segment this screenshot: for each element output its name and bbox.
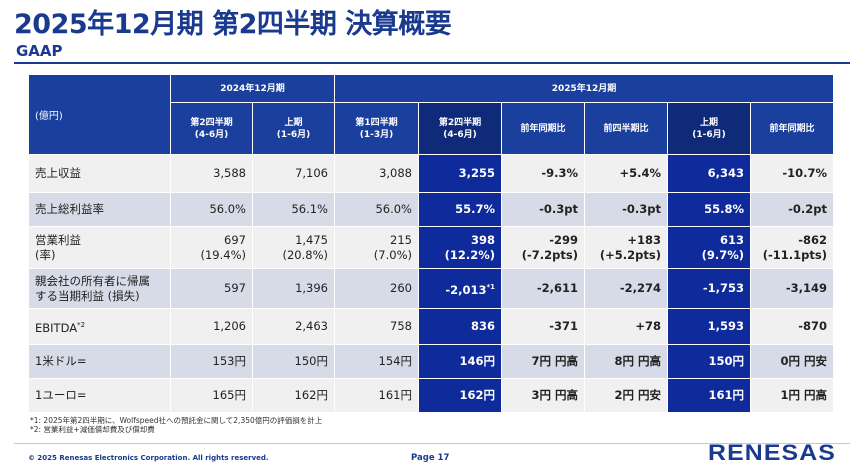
table-cell: -2,611: [501, 268, 585, 309]
table-cell: 150円: [252, 344, 335, 379]
table-cell-highlight: 613 (9.7%): [667, 226, 751, 269]
table-row: EBITDA*2 1,206 2,463 758 836 -371 +78 1,…: [28, 308, 834, 345]
financial-summary-table: (億円) 2024年12月期 2025年12月期 第2四半期 (4-6月) 上期(…: [28, 74, 834, 413]
table-cell: 1,206: [170, 308, 253, 345]
col-header-2025-h1: 上期 (1-6月): [667, 102, 751, 155]
table-cell: -0.3pt: [501, 192, 585, 227]
table-cell-highlight: 55.8%: [667, 192, 751, 227]
col-header-q2-qoq: 前四半期比: [584, 102, 668, 155]
table-cell: 758: [334, 308, 419, 345]
table-cell-highlight: -1,753: [667, 268, 751, 309]
table-cell: 3円 円高: [501, 378, 585, 413]
table-row: 親会社の所有者に帰属 する当期利益 (損失) 597 1,396 260 -2,0…: [28, 268, 834, 309]
title-divider: [14, 62, 850, 64]
table-cell: +5.4%: [584, 154, 668, 193]
table-cell-highlight: 146円: [418, 344, 502, 379]
table-cell: 697 (19.4%): [170, 226, 253, 269]
table-row: 売上総利益率 56.0% 56.1% 56.0% 55.7% -0.3pt -0…: [28, 192, 834, 227]
page-subtitle: GAAP: [16, 42, 63, 60]
col-header-2025-q2: 第2四半期 (4-6月): [418, 102, 502, 155]
table-cell: 2円 円安: [584, 378, 668, 413]
col-header-q2-yoy: 前年同期比: [501, 102, 585, 155]
table-cell: 56.1%: [252, 192, 335, 227]
table-cell: -2,274: [584, 268, 668, 309]
row-label: 1ユーロ=: [28, 378, 171, 413]
table-cell: +183 (+5.2pts): [584, 226, 668, 269]
footnote-marker: *2: [77, 320, 86, 329]
page-title: 2025年12月期 第2四半期 決算概要: [14, 9, 452, 40]
table-cell: -0.2pt: [750, 192, 834, 227]
table-row: 営業利益 (率) 697 (19.4%) 1,475 (20.8%) 215 (7.0%…: [28, 226, 834, 269]
table-cell: -870: [750, 308, 834, 345]
renesas-logo: RENESAS: [708, 440, 836, 464]
table-cell: 1,475 (20.8%): [252, 226, 335, 269]
table-cell-highlight: 6,343: [667, 154, 751, 193]
col-header-2025-q1: 第1四半期 (1-3月): [334, 102, 419, 155]
table-row: 1米ドル= 153円 150円 154円 146円 7円 円高 8円 円高 15…: [28, 344, 834, 379]
table-cell: 7円 円高: [501, 344, 585, 379]
footnotes: *1: 2025年第2四半期に、Wolfspeed社への預託金に関して2,350…: [30, 416, 322, 434]
table-cell-highlight: 398 (12.2%): [418, 226, 502, 269]
group-header-2025: 2025年12月期: [334, 74, 834, 103]
table-cell: 3,088: [334, 154, 419, 193]
table-cell: 215 (7.0%): [334, 226, 419, 269]
table-cell: 154円: [334, 344, 419, 379]
unit-label: (億円): [35, 111, 63, 122]
row-label: 営業利益 (率): [28, 226, 171, 269]
col-header-2024-h1: 上期 (1-6月): [252, 102, 335, 155]
table-cell: 1,396: [252, 268, 335, 309]
table-cell: 153円: [170, 344, 253, 379]
table-cell: 161円: [334, 378, 419, 413]
group-header-2024: 2024年12月期: [170, 74, 335, 103]
table-cell: 56.0%: [170, 192, 253, 227]
copyright-text: © 2025 Renesas Electronics Corporation. …: [28, 454, 269, 462]
table-cell: 8円 円高: [584, 344, 668, 379]
table-cell: -9.3%: [501, 154, 585, 193]
page-number: Page 17: [411, 453, 450, 463]
table-cell: -0.3pt: [584, 192, 668, 227]
table-cell-highlight: -2,013*1: [418, 268, 502, 309]
table-cell-highlight: 55.7%: [418, 192, 502, 227]
renesas-logo-text: RENESAS: [708, 440, 836, 464]
row-label: 1米ドル=: [28, 344, 171, 379]
col-header-h1-yoy: 前年同期比: [750, 102, 834, 155]
col-header-2024-q2: 第2四半期 (4-6月): [170, 102, 253, 155]
row-label: 売上収益: [28, 154, 171, 193]
table-cell-highlight: 1,593: [667, 308, 751, 345]
table-cell-highlight: 3,255: [418, 154, 502, 193]
table-cell-highlight: 162円: [418, 378, 502, 413]
table-cell-highlight: 161円: [667, 378, 751, 413]
table-cell: 1円 円高: [750, 378, 834, 413]
table-row: 売上収益 3,588 7,106 3,088 3,255 -9.3% +5.4%…: [28, 154, 834, 193]
table-cell: -3,149: [750, 268, 834, 309]
table-cell: 260: [334, 268, 419, 309]
table-cell: 7,106: [252, 154, 335, 193]
footer-divider: [14, 443, 850, 444]
row-label: 売上総利益率: [28, 192, 171, 227]
table-cell: -862 (-11.1pts): [750, 226, 834, 269]
footnote-1: *1: 2025年第2四半期に、Wolfspeed社への預託金に関して2,350…: [30, 416, 323, 425]
row-label: EBITDA*2: [28, 308, 171, 345]
unit-header-cell: (億円): [28, 74, 171, 155]
table-cell-highlight: 150円: [667, 344, 751, 379]
table-cell: 162円: [252, 378, 335, 413]
table-cell: +78: [584, 308, 668, 345]
table-cell: -371: [501, 308, 585, 345]
table-cell: 2,463: [252, 308, 335, 345]
table-cell: 3,588: [170, 154, 253, 193]
table-cell: -10.7%: [750, 154, 834, 193]
table-row: 1ユーロ= 165円 162円 161円 162円 3円 円高 2円 円安 16…: [28, 378, 834, 413]
footnote-marker: *1: [486, 282, 495, 291]
table-cell: 597: [170, 268, 253, 309]
table-cell-highlight: 836: [418, 308, 502, 345]
row-label: 親会社の所有者に帰属 する当期利益 (損失): [28, 268, 171, 309]
footnote-2: *2: 営業利益+減価償却費及び償却費: [30, 425, 155, 434]
table-cell: -299 (-7.2pts): [501, 226, 585, 269]
table-cell: 56.0%: [334, 192, 419, 227]
table-cell: 165円: [170, 378, 253, 413]
table-cell: 0円 円安: [750, 344, 834, 379]
